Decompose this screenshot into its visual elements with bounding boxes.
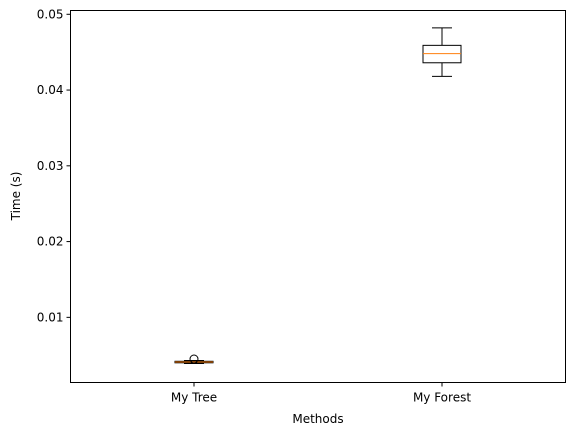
x-axis: My Tree My Forest bbox=[171, 382, 471, 405]
y-axis: 0.01 0.02 0.03 0.04 0.05 bbox=[37, 7, 71, 324]
y-tick-label: 0.02 bbox=[37, 235, 64, 249]
plot-area bbox=[174, 27, 462, 365]
y-tick-label: 0.03 bbox=[37, 159, 64, 173]
box-1 bbox=[174, 354, 214, 365]
box-2 bbox=[422, 27, 462, 77]
x-tick-label: My Forest bbox=[413, 391, 471, 405]
y-tick-label: 0.05 bbox=[37, 7, 64, 21]
outlier-point bbox=[189, 354, 199, 364]
y-axis-label: Time (s) bbox=[9, 172, 23, 222]
x-axis-label: Methods bbox=[292, 412, 343, 426]
axes-frame bbox=[70, 10, 566, 383]
y-tick-label: 0.01 bbox=[37, 310, 64, 324]
x-tick-label: My Tree bbox=[171, 391, 217, 405]
y-tick-label: 0.04 bbox=[37, 83, 64, 97]
